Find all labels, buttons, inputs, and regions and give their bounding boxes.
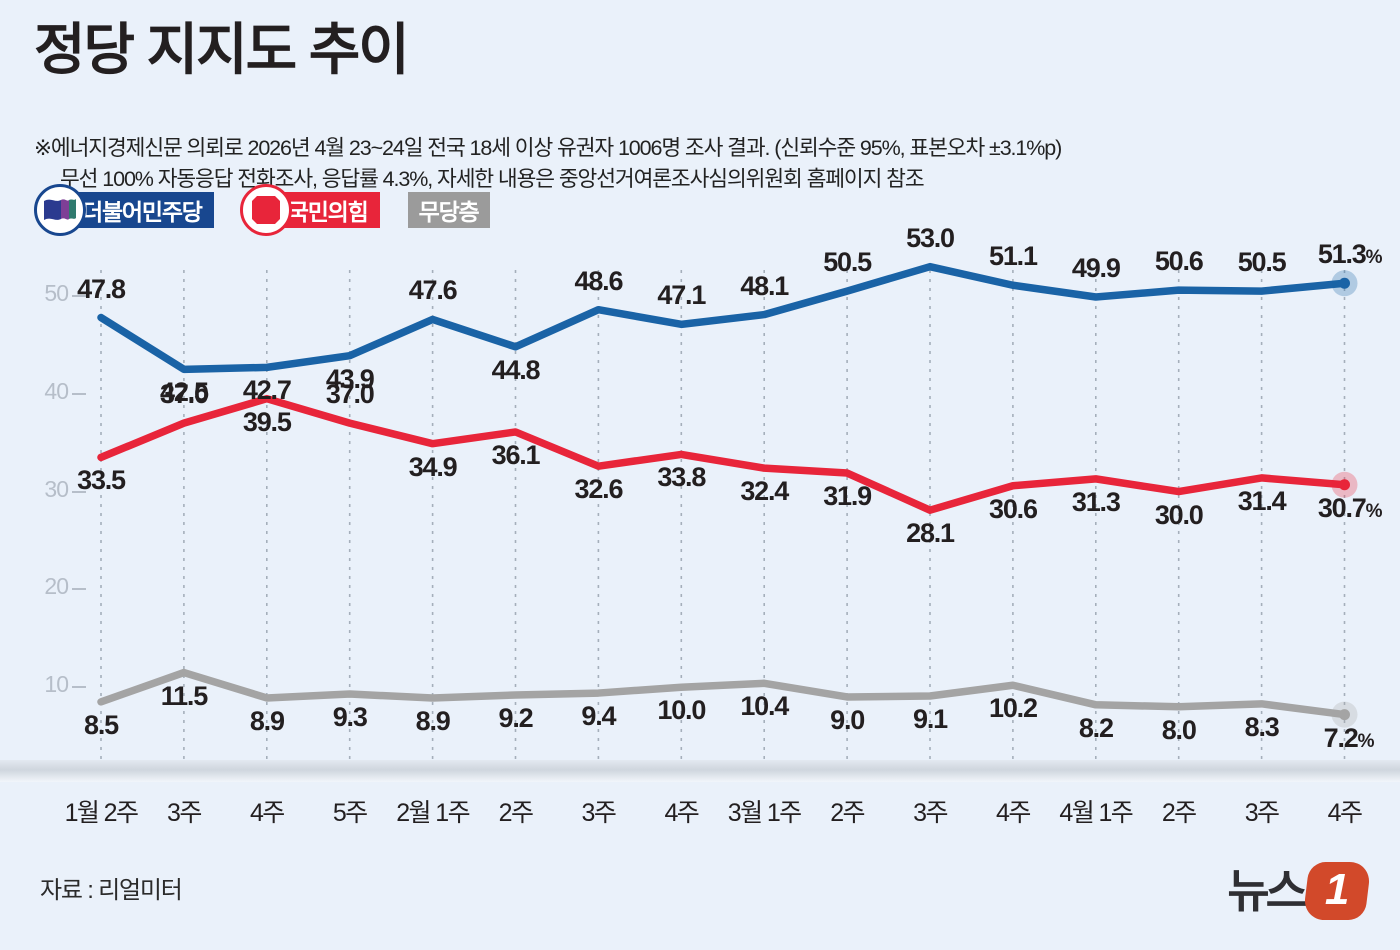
data-label: 50.5 — [823, 247, 872, 278]
x-tick-label: 4월 1주 — [1059, 799, 1133, 827]
data-label: 32.4 — [740, 476, 789, 507]
data-label: 10.2 — [989, 693, 1038, 724]
y-tick-mark — [72, 588, 86, 591]
data-label: 47.1 — [657, 280, 706, 311]
x-tick-label: 2월 1주 — [396, 799, 470, 827]
data-label: 48.1 — [740, 270, 789, 301]
data-label: 9.2 — [498, 703, 534, 734]
chart-canvas — [97, 262, 1358, 760]
source-caption: 자료 : 리얼미터 — [40, 877, 183, 904]
series-line-0 — [97, 262, 1349, 374]
x-tick-label: 2주 — [1161, 799, 1197, 827]
data-label: 37.0 — [160, 379, 209, 410]
data-label: 42.7 — [242, 375, 292, 406]
data-label: 47.6 — [408, 275, 458, 306]
data-label: 44.8 — [491, 354, 541, 385]
logo-text: 뉴스 — [1227, 865, 1308, 917]
series-endpoint-dot-0 — [1339, 277, 1350, 289]
data-label: 9.4 — [581, 701, 616, 732]
data-label: 30.6 — [989, 493, 1038, 524]
x-tick-label: 1월 2주 — [64, 799, 139, 827]
data-label: 7.2% — [1323, 722, 1375, 753]
data-label: 31.9 — [823, 481, 872, 512]
data-label: 33.8 — [657, 462, 706, 493]
x-tick-label: 3주 — [1244, 799, 1280, 827]
page-title: 정당 지지도 추이 — [34, 18, 410, 81]
y-tick-mark — [72, 295, 86, 297]
y-tick-mark — [72, 490, 86, 493]
dp-flag-icon — [34, 184, 86, 236]
logo-badge: 1 — [1302, 862, 1372, 920]
data-label: 8.0 — [1161, 714, 1197, 745]
y-tick-label: 30 — [44, 475, 69, 502]
chart-plot-area — [0, 250, 1400, 780]
y-tick-mark — [72, 392, 86, 395]
y-tick-label: 50 — [44, 280, 69, 306]
data-label: 37.0 — [325, 379, 375, 410]
data-label: 10.0 — [657, 695, 706, 726]
data-label: 42.5 — [160, 377, 209, 408]
legend-label-none: 무당층 — [407, 192, 490, 228]
data-label: 47.8 — [77, 273, 126, 304]
x-tick-label: 5주 — [332, 799, 368, 827]
series-endpoint-dot-1 — [1339, 479, 1350, 491]
data-label: 39.5 — [242, 406, 292, 437]
data-label: 8.2 — [1078, 712, 1114, 743]
x-tick-label: 3월 1주 — [727, 799, 802, 827]
data-label: 9.3 — [332, 702, 368, 733]
data-label: 8.5 — [84, 709, 119, 740]
legend-item-none: 무당층 — [398, 192, 490, 228]
data-label: 36.1 — [491, 439, 541, 470]
data-label: 8.9 — [249, 705, 285, 736]
survey-note-line1: ※에너지경제신문 의뢰로 2026년 4월 23~24일 전국 18세 이상 유… — [34, 136, 1062, 161]
series-line-1 — [97, 394, 1349, 514]
x-tick-label: 4주 — [249, 799, 285, 827]
data-label: 53.0 — [906, 222, 955, 253]
x-tick-label: 2주 — [830, 799, 865, 827]
data-label: 49.9 — [1071, 252, 1121, 283]
data-label: 30.0 — [1154, 499, 1204, 530]
x-tick-label: 4주 — [664, 799, 699, 827]
x-tick-label: 4주 — [996, 799, 1031, 827]
news1-logo: 뉴스 1 — [1227, 862, 1372, 920]
data-label: 8.9 — [415, 705, 451, 736]
data-label: 30.7% — [1317, 492, 1383, 523]
data-label: 48.6 — [574, 265, 624, 296]
data-label: 11.5 — [160, 680, 208, 711]
data-label: 31.3 — [1071, 486, 1121, 517]
x-tick-label: 2주 — [498, 799, 534, 827]
chart-baseline-fade — [0, 760, 1400, 782]
data-label: 10.4 — [740, 691, 789, 722]
x-tick-label: 4주 — [1327, 799, 1363, 827]
data-label: 9.1 — [913, 704, 948, 734]
data-label: 33.5 — [77, 465, 126, 496]
data-label: 43.9 — [325, 363, 375, 394]
data-label: 51.1 — [989, 241, 1038, 272]
legend-item-dp: 더불어민주당 — [34, 184, 214, 236]
data-label: 34.9 — [408, 451, 458, 482]
series-endpoint-dot-2 — [1339, 709, 1350, 721]
survey-note-line2: 무선 100% 자동응답 전화조사, 응답률 4.3%, 자세한 내용은 중앙선… — [60, 167, 925, 192]
series-line-2 — [97, 668, 1349, 719]
data-label: 50.5 — [1237, 247, 1287, 278]
y-tick-label: 20 — [44, 573, 69, 600]
y-tick-label: 10 — [44, 671, 69, 698]
y-tick-mark — [72, 686, 86, 689]
data-label: 9.0 — [830, 704, 865, 735]
data-label: 28.1 — [906, 518, 955, 549]
data-label: 50.6 — [1154, 246, 1204, 277]
legend-item-ppp: 국민의힘 — [239, 184, 380, 236]
data-label: 32.6 — [574, 474, 624, 505]
data-label: 31.4 — [1237, 485, 1287, 516]
survey-note: ※에너지경제신문 의뢰로 2026년 4월 23~24일 전국 18세 이상 유… — [34, 102, 1062, 227]
legend: 더불어민주당 국민의힘 무당층 — [34, 184, 490, 236]
x-tick-label: 3주 — [581, 799, 617, 827]
data-label: 8.3 — [1244, 711, 1280, 742]
data-label: 51.3% — [1317, 239, 1383, 270]
y-tick-label: 40 — [44, 377, 69, 404]
logo-badge-number: 1 — [1324, 865, 1350, 914]
ppp-seal-icon — [239, 184, 292, 236]
x-tick-label: 3주 — [167, 799, 202, 827]
x-tick-label: 3주 — [913, 799, 948, 827]
